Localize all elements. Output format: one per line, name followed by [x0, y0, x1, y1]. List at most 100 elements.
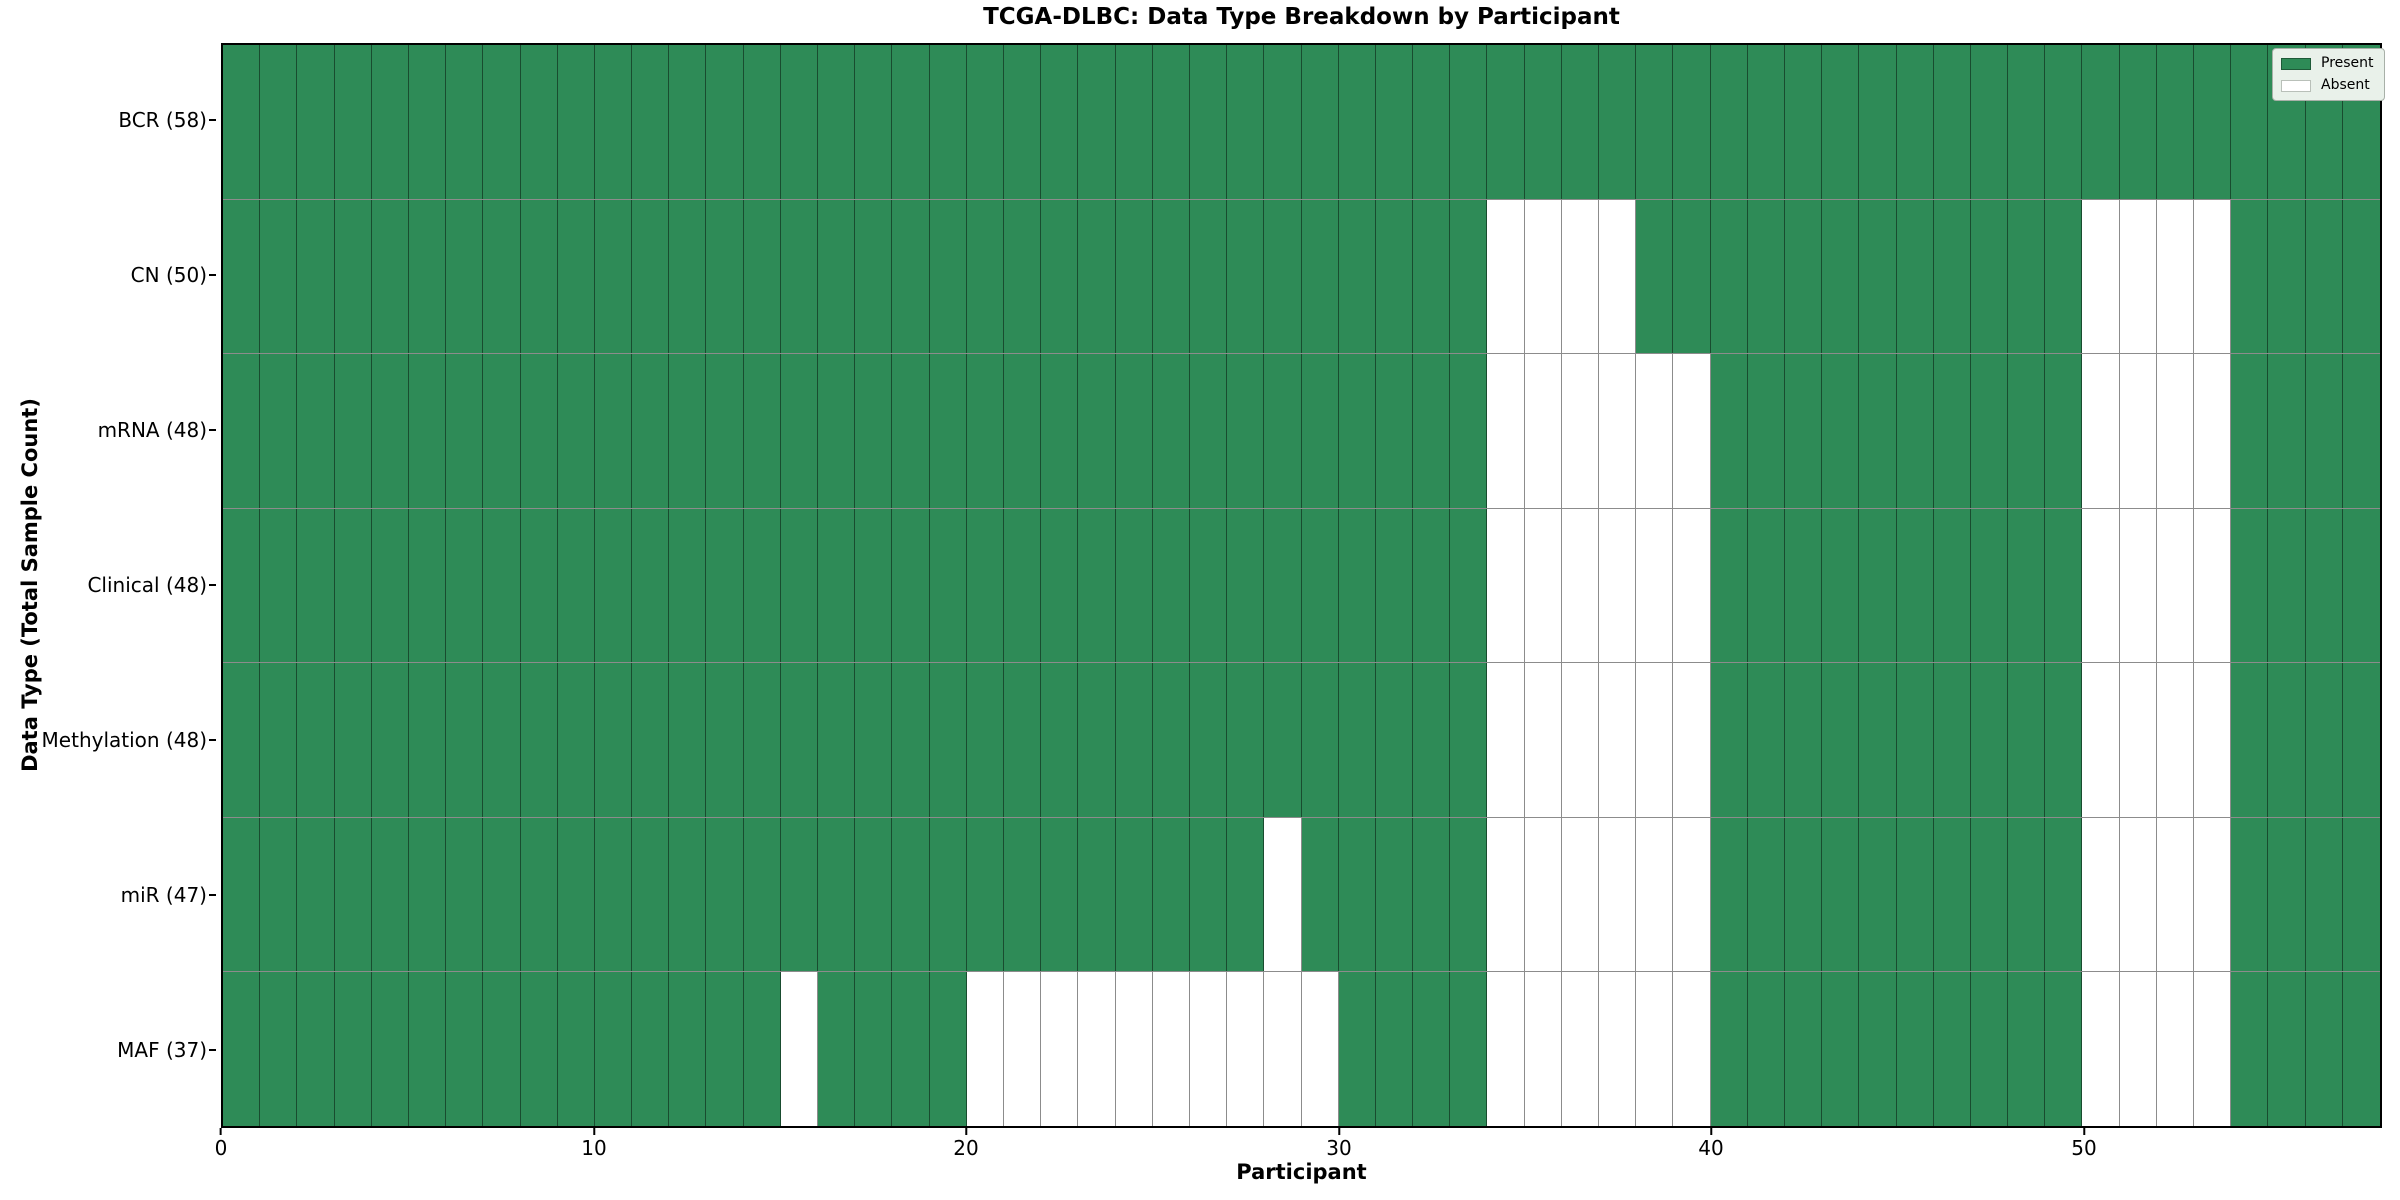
- cell-absent: [1599, 972, 1637, 1127]
- cell-present: [1189, 817, 1228, 972]
- cell-present: [966, 354, 1004, 508]
- cell-present: [594, 972, 633, 1127]
- cell-present: [1636, 45, 1674, 199]
- cell-present: [1375, 45, 1414, 199]
- cell-present: [1227, 817, 1265, 972]
- cell-present: [743, 354, 781, 508]
- cell-absent: [2119, 354, 2157, 508]
- heatmap-row-cn: [223, 199, 2380, 355]
- cell-present: [1338, 817, 1376, 972]
- cell-present: [706, 972, 744, 1127]
- cell-present: [2119, 45, 2157, 199]
- cell-present: [260, 972, 298, 1127]
- cell-present: [1859, 508, 1897, 663]
- cell-present: [669, 663, 707, 817]
- cell-present: [892, 817, 930, 972]
- cell-present: [1896, 508, 1934, 663]
- cell-present: [334, 972, 372, 1127]
- cell-present: [818, 45, 856, 199]
- cell-present: [446, 199, 484, 354]
- cell-present: [371, 508, 409, 663]
- cell-present: [2008, 972, 2046, 1127]
- cell-present: [929, 45, 967, 199]
- cell-present: [1227, 199, 1265, 354]
- heatmap-row-maf: [223, 972, 2380, 1127]
- cell-present: [632, 354, 670, 508]
- cell-present: [2342, 508, 2380, 663]
- cell-present: [260, 817, 298, 972]
- cell-present: [2008, 199, 2046, 354]
- cell-present: [557, 45, 595, 199]
- cell-present: [855, 972, 893, 1127]
- cell-present: [929, 354, 967, 508]
- cell-present: [966, 508, 1004, 663]
- cell-present: [669, 817, 707, 972]
- cell-present: [2268, 817, 2306, 972]
- cell-present: [1375, 972, 1414, 1127]
- cell-present: [2268, 508, 2306, 663]
- cell-present: [1784, 663, 1823, 817]
- cell-present: [334, 354, 372, 508]
- cell-present: [892, 354, 930, 508]
- cell-present: [483, 972, 521, 1127]
- cell-present: [929, 508, 967, 663]
- cell-present: [2045, 199, 2083, 354]
- cell-present: [297, 508, 335, 663]
- cell-absent: [1524, 508, 1562, 663]
- cell-present: [2045, 972, 2083, 1127]
- cell-present: [929, 663, 967, 817]
- cell-absent: [1599, 817, 1637, 972]
- cell-present: [446, 508, 484, 663]
- cell-present: [1338, 508, 1376, 663]
- cell-present: [1747, 663, 1785, 817]
- cell-present: [520, 199, 558, 354]
- cell-present: [1189, 508, 1228, 663]
- cell-present: [1152, 45, 1190, 199]
- cell-absent: [780, 972, 819, 1127]
- cell-absent: [1524, 972, 1562, 1127]
- x-tick-label-20: 20: [953, 1136, 979, 1160]
- cell-present: [892, 45, 930, 199]
- cell-present: [260, 45, 298, 199]
- cell-absent: [1599, 508, 1637, 663]
- cell-present: [2008, 45, 2046, 199]
- cell-present: [483, 508, 521, 663]
- cell-present: [520, 663, 558, 817]
- cell-present: [855, 45, 893, 199]
- cell-absent: [1636, 972, 1674, 1127]
- cell-absent: [1227, 972, 1265, 1127]
- cell-present: [1041, 45, 1079, 199]
- cell-present: [1970, 972, 2009, 1127]
- cell-present: [334, 663, 372, 817]
- cell-present: [706, 199, 744, 354]
- cell-absent: [2082, 354, 2120, 508]
- cell-present: [1003, 663, 1042, 817]
- cell-present: [446, 972, 484, 1127]
- cell-present: [743, 663, 781, 817]
- cell-absent: [1078, 972, 1116, 1127]
- cell-present: [632, 199, 670, 354]
- cell-present: [892, 508, 930, 663]
- cell-present: [780, 45, 819, 199]
- cell-present: [1784, 354, 1823, 508]
- x-tick-label-10: 10: [581, 1136, 607, 1160]
- cell-present: [1784, 199, 1823, 354]
- cell-absent: [1041, 972, 1079, 1127]
- cell-present: [1636, 199, 1674, 354]
- cell-present: [669, 45, 707, 199]
- cell-present: [1003, 508, 1042, 663]
- cell-present: [1078, 508, 1116, 663]
- cell-present: [780, 817, 819, 972]
- legend-absent-label: Absent: [2321, 77, 2370, 93]
- cell-present: [2231, 354, 2269, 508]
- cell-present: [1822, 508, 1860, 663]
- cell-present: [1301, 663, 1339, 817]
- cell-present: [557, 663, 595, 817]
- cell-present: [1859, 354, 1897, 508]
- cell-present: [1933, 972, 1971, 1127]
- cell-absent: [1524, 354, 1562, 508]
- cell-present: [1264, 199, 1302, 354]
- x-tick-label-40: 40: [1698, 1136, 1724, 1160]
- cell-present: [1189, 199, 1228, 354]
- cell-present: [1003, 817, 1042, 972]
